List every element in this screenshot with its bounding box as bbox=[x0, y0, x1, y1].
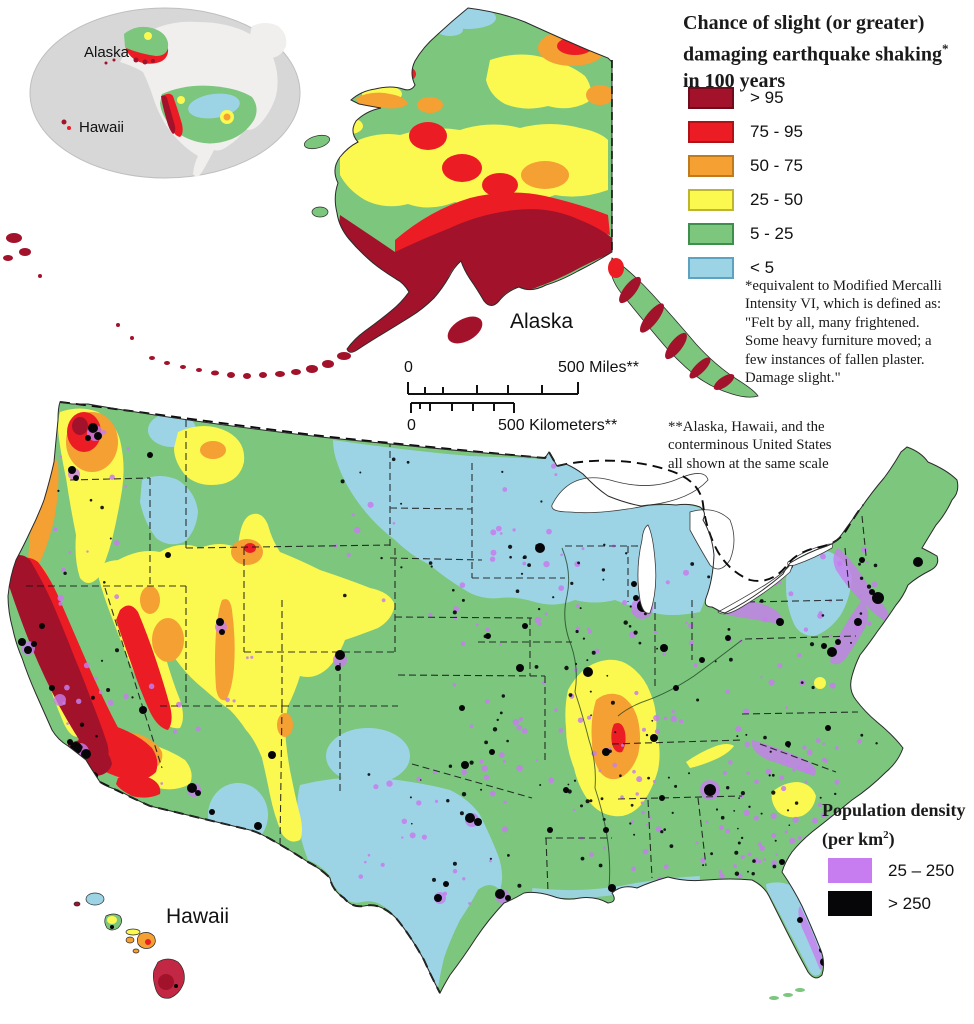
legend-label-5-25: 5 - 25 bbox=[750, 224, 794, 243]
swatch-pop-25-250 bbox=[828, 858, 872, 883]
oahu-island bbox=[104, 913, 122, 931]
niihau-island bbox=[73, 901, 81, 907]
km-label: 500 Kilometers** bbox=[498, 417, 618, 434]
legend-item-25-50: 25 - 50 bbox=[688, 189, 803, 211]
lake-superior bbox=[551, 473, 709, 514]
alaska-label: Alaska bbox=[510, 310, 574, 333]
swatch-25-50 bbox=[688, 189, 734, 211]
population-label-25-250: 25 – 250 bbox=[888, 860, 955, 880]
swatch-75-95 bbox=[688, 121, 734, 143]
population-item-gt250: > 250 bbox=[828, 891, 931, 916]
legend-item-5-25: 5 - 25 bbox=[688, 223, 793, 245]
legend-item-lt5: < 5 bbox=[688, 257, 774, 279]
nunivak-island bbox=[311, 206, 329, 218]
inset-hawaii bbox=[61, 119, 71, 130]
legend-item-gt95: > 95 bbox=[688, 87, 784, 109]
alaska-coastline bbox=[334, 7, 613, 353]
aleutian-islands bbox=[3, 233, 351, 379]
legend-item-75-95: 75 - 95 bbox=[688, 121, 803, 143]
swatch-50-75 bbox=[688, 155, 734, 177]
inset-greenland bbox=[250, 23, 287, 58]
legend-label-gt95: > 95 bbox=[750, 88, 784, 107]
maui-island bbox=[136, 932, 156, 949]
lake-ontario bbox=[787, 543, 834, 566]
inset-alaska bbox=[104, 26, 169, 65]
hazard-legend-title: Chance of slight (or greater) damaging e… bbox=[683, 12, 949, 92]
us-canada-border bbox=[59, 401, 864, 582]
inset-hawaii-label: Hawaii bbox=[79, 119, 125, 136]
molokai-island bbox=[125, 928, 141, 936]
ohio-river bbox=[617, 639, 743, 717]
alaska-map bbox=[3, 7, 759, 398]
mercalli-footnote: *equivalent to Modified Mercalli Intensi… bbox=[745, 278, 942, 387]
swatch-pop-gt250 bbox=[828, 891, 872, 916]
scale-bar-graphics bbox=[407, 382, 579, 413]
population-speckle-purple bbox=[53, 430, 879, 905]
miles-label: 500 Miles** bbox=[558, 359, 639, 376]
legend-label-lt5: < 5 bbox=[750, 258, 775, 277]
swatch-5-25 bbox=[688, 223, 734, 245]
population-legend-title: Population density bbox=[822, 800, 966, 820]
legend-label-75-95: 75 - 95 bbox=[750, 122, 803, 141]
kodiak-island bbox=[447, 316, 483, 344]
st-lawrence-island bbox=[303, 134, 331, 150]
lanai-island bbox=[125, 936, 135, 944]
hawaii-map bbox=[73, 892, 185, 999]
conterminous-us-map bbox=[7, 401, 959, 1000]
inset-globe bbox=[29, 7, 301, 179]
kauai-island bbox=[85, 892, 105, 906]
inset-alaska-label: Alaska bbox=[84, 44, 130, 61]
kilometers-ruler bbox=[410, 402, 515, 413]
big-island bbox=[152, 958, 185, 999]
inset-us48 bbox=[160, 85, 257, 144]
miles-zero-label: 0 bbox=[404, 359, 413, 376]
swatch-gt95 bbox=[688, 87, 734, 109]
miles-ruler bbox=[407, 382, 579, 395]
alaska-panhandle bbox=[608, 257, 759, 398]
state-boundaries bbox=[26, 420, 867, 893]
km-zero-label: 0 bbox=[407, 417, 416, 434]
population-label-gt250: > 250 bbox=[888, 893, 932, 913]
population-item-25-250: 25 – 250 bbox=[828, 858, 954, 883]
same-scale-note: **Alaska, Hawaii, and the conterminous U… bbox=[668, 419, 832, 472]
lake-michigan bbox=[637, 524, 657, 614]
florida-keys bbox=[769, 988, 805, 1000]
us48-coastline bbox=[7, 401, 959, 995]
legend-label-50-75: 50 - 75 bbox=[750, 156, 803, 175]
swatch-lt5 bbox=[688, 257, 734, 279]
legend-label-25-50: 25 - 50 bbox=[750, 190, 803, 209]
legend-item-50-75: 50 - 75 bbox=[688, 155, 803, 177]
kahoolawe-island bbox=[132, 948, 140, 954]
hawaii-label: Hawaii bbox=[166, 905, 230, 928]
population-legend-unit: (per km2) bbox=[822, 829, 895, 849]
